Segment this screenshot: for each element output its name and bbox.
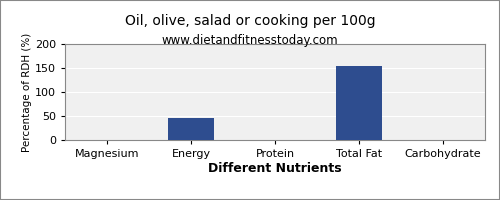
Bar [336, 66, 382, 140]
X-axis label: Different Nutrients: Different Nutrients [208, 162, 342, 175]
Text: Oil, olive, salad or cooking per 100g: Oil, olive, salad or cooking per 100g [124, 14, 376, 28]
Text: www.dietandfitnesstoday.com: www.dietandfitnesstoday.com [162, 34, 338, 47]
Bar [168, 118, 214, 140]
Y-axis label: Percentage of RDH (%): Percentage of RDH (%) [22, 32, 32, 152]
